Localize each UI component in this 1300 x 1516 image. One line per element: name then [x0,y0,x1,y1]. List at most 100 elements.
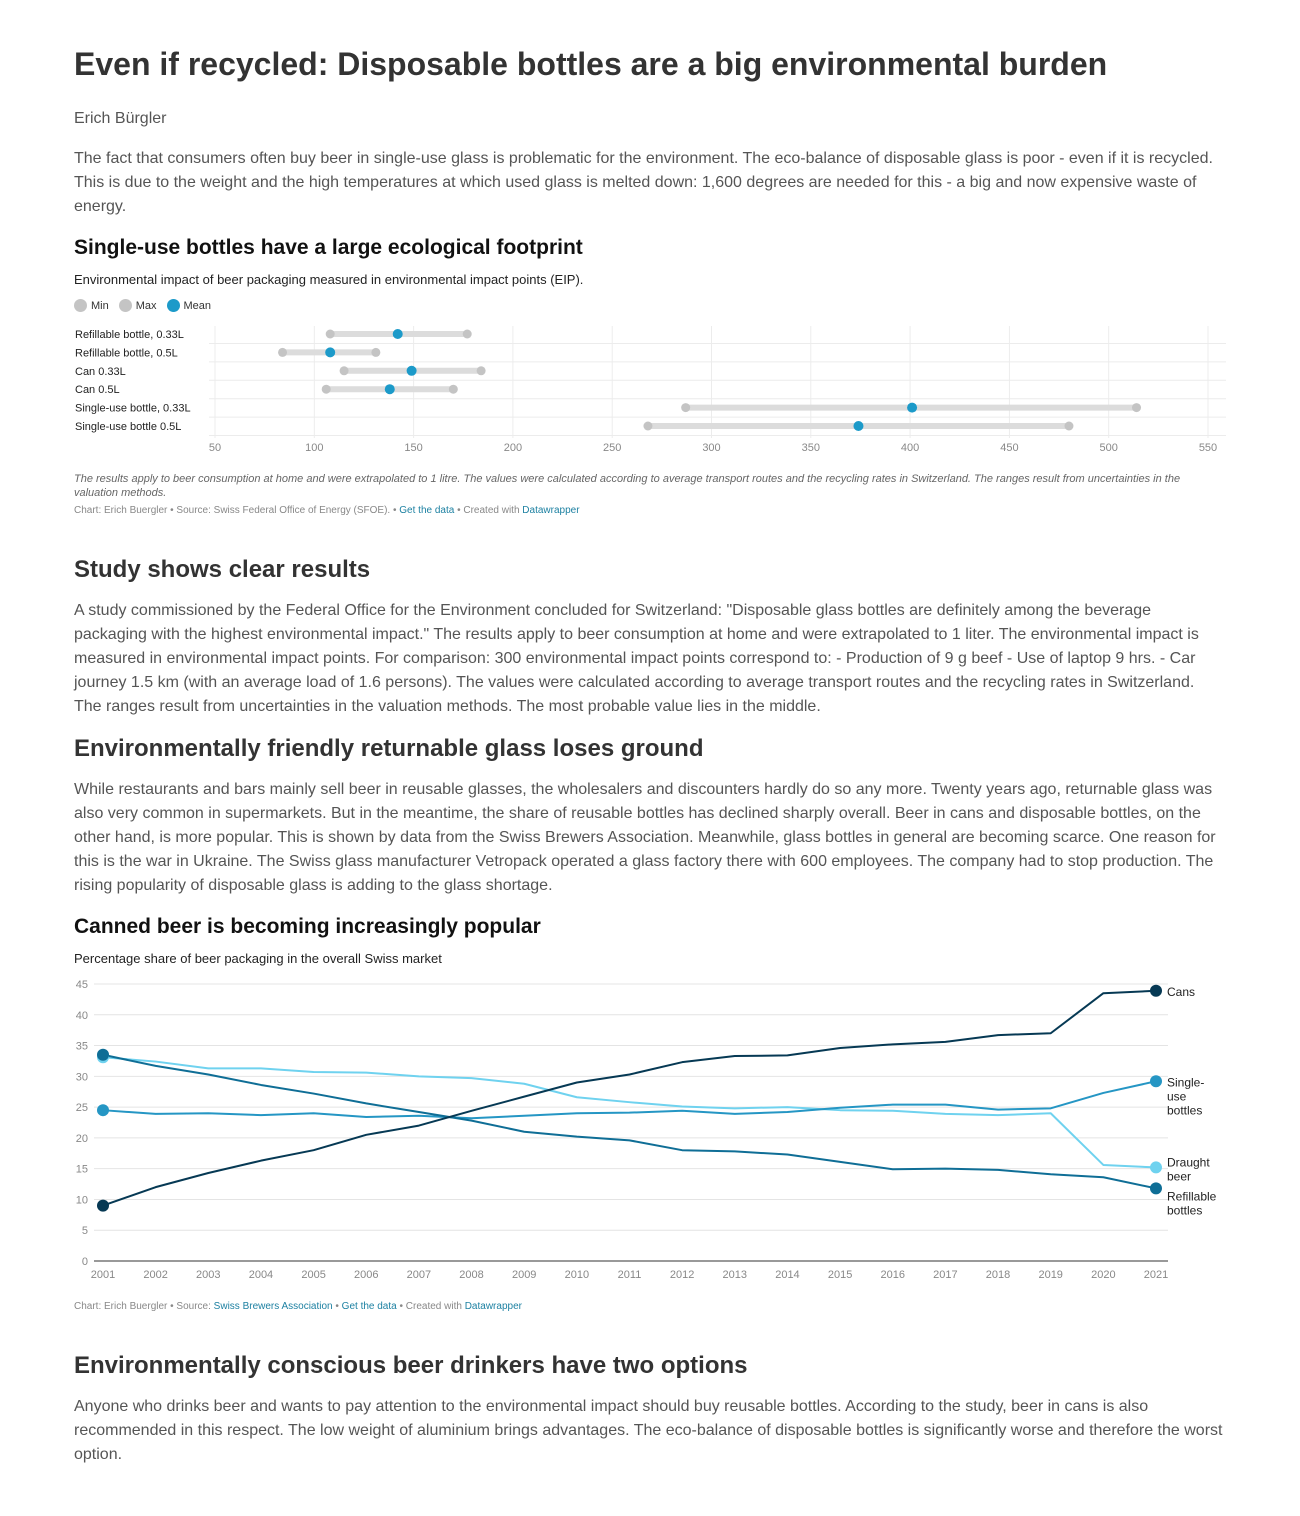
y-tick-label: 35 [76,1041,88,1053]
x-tick-label: 50 [209,442,221,454]
y-tick-label: 10 [76,1194,88,1206]
series-label-line: Draught [1167,1155,1210,1169]
chart1-legend: Min Max Mean [74,299,211,312]
mean-dot [853,421,864,431]
series-line-single-use-bottles [102,1080,1157,1120]
min-dot [278,347,288,357]
y-tick-label: 25 [76,1102,88,1114]
y-tick-label: 40 [76,1010,88,1022]
x-tick-label: 2015 [828,1269,852,1281]
series-label-line: bottles [1167,1103,1202,1117]
x-tick-label: 500 [1100,442,1118,454]
category-label: Single-use bottle 0.5L [75,421,181,433]
max-dot [1064,421,1074,431]
series-line-cans [102,989,1157,1207]
chart1-get-data-link[interactable]: Get the data [399,505,455,516]
x-tick-label: 2001 [91,1269,115,1281]
chart2-title: Canned beer is becoming increasingly pop… [74,915,541,938]
x-tick-label: 2013 [723,1269,747,1281]
x-tick-label: 2005 [301,1269,325,1281]
chart2-footer: Chart: Erich Buergler • Source: Swiss Br… [74,1301,522,1312]
chart2-footer-prefix: Chart: Erich Buergler • Source: [74,1301,214,1312]
section-return-paragraph: While restaurants and bars mainly sell b… [74,781,1216,894]
chart1-notes: The results apply to beer consumption at… [74,473,1181,499]
y-tick-label: 0 [82,1256,88,1268]
series-end-dot [1150,1182,1162,1195]
legend-mean: Mean [166,299,212,312]
category-label: Refillable bottle, 0.5L [75,347,178,359]
x-tick-label: 2006 [354,1269,378,1281]
series-label-line: Single- [1167,1075,1204,1089]
chart2-datawrapper-link[interactable]: Datawrapper [464,1301,522,1312]
x-tick-label: 200 [504,442,522,454]
x-tick-label: 2021 [1144,1269,1168,1281]
section-return-title: Environmentally friendly returnable glas… [74,735,704,762]
min-dot [321,384,331,394]
chart1-range-plot: 50 100 150 200 250 300 350 400 450 500 550 Refillab… [75,326,1226,454]
mean-dot [325,347,336,358]
series-label-line: beer [1167,1169,1191,1183]
chart1-footer-source: Chart: Erich Buergler • Source: Swiss Fe… [74,505,400,516]
legend-min-label: Min [91,299,109,312]
min-dot [325,329,335,339]
chart2-source-link[interactable]: Swiss Brewers Association [213,1301,333,1312]
series-label: Cans [1167,985,1195,999]
min-dot [643,421,653,431]
x-tick-label: 400 [901,442,919,454]
series-start-dot [97,1104,109,1117]
x-tick-label: 2007 [407,1269,431,1281]
series-label: Single-use bottles [1167,1075,1204,1117]
section-options-paragraph: Anyone who drinks beer and wants to pay … [74,1398,1223,1463]
x-tick-label: 2016 [881,1269,905,1281]
series-end-dot [1150,1161,1162,1174]
series-label: Draught beer [1167,1155,1210,1183]
x-tick-label: 2012 [670,1269,694,1281]
chart1-datawrapper-link[interactable]: Datawrapper [522,505,580,516]
category-label: Refillable bottle, 0.33L [75,329,184,341]
max-dot [476,366,486,376]
legend-mean-label: Mean [183,299,212,312]
series-line-refillable-bottles [102,1053,1157,1190]
chart1-footer: Chart: Erich Buergler • Source: Swiss Fe… [74,505,580,516]
x-tick-label: 2019 [1038,1269,1062,1281]
mean-dot [907,402,918,413]
series-label-line: Refillable [1167,1189,1217,1203]
category-label: Can 0.33L [75,366,126,378]
x-tick-label: 2003 [196,1269,220,1281]
series-start-dot [97,1048,109,1061]
chart1-title: Single-use bottles have a large ecologic… [74,236,583,259]
x-tick-label: 450 [1000,442,1018,454]
chart2-get-data-link[interactable]: Get the data [341,1301,397,1312]
x-tick-label: 2018 [986,1269,1010,1281]
x-tick-label: 300 [702,442,720,454]
x-tick-label: 150 [404,442,422,454]
article-title: Even if recycled: Disposable bottles are… [74,46,1108,82]
x-tick-label: 2009 [512,1269,536,1281]
series-label-line: bottles [1167,1203,1202,1217]
x-tick-label: 2011 [618,1269,642,1281]
section-study-title: Study shows clear results [74,556,371,583]
x-tick-label: 2010 [565,1269,589,1281]
min-dot [339,366,349,376]
category-label: Single-use bottle, 0.33L [75,403,191,415]
intro-paragraph: The fact that consumers often buy beer i… [74,150,1213,215]
series-label-line: Cans [1167,985,1195,999]
mean-dot [384,384,395,395]
min-dot [681,403,691,413]
series-line-draught-beer [102,1056,1157,1169]
max-dot [448,384,458,394]
x-tick-label: 2020 [1091,1269,1115,1281]
y-tick-label: 30 [76,1071,88,1083]
y-tick-label: 45 [76,979,88,991]
mean-dot [392,329,403,339]
series-end-dot [1150,1075,1162,1088]
y-tick-label: 15 [76,1164,88,1176]
chart2-description: Percentage share of beer packaging in th… [74,951,442,966]
x-tick-label: 2002 [143,1269,167,1281]
legend-max-label: Max [135,299,157,312]
series-label-line: use [1167,1089,1187,1103]
x-tick-label: 350 [802,442,820,454]
legend-min-dot [74,299,87,312]
legend-min: Min [74,299,109,312]
legend-mean-dot [166,299,180,312]
